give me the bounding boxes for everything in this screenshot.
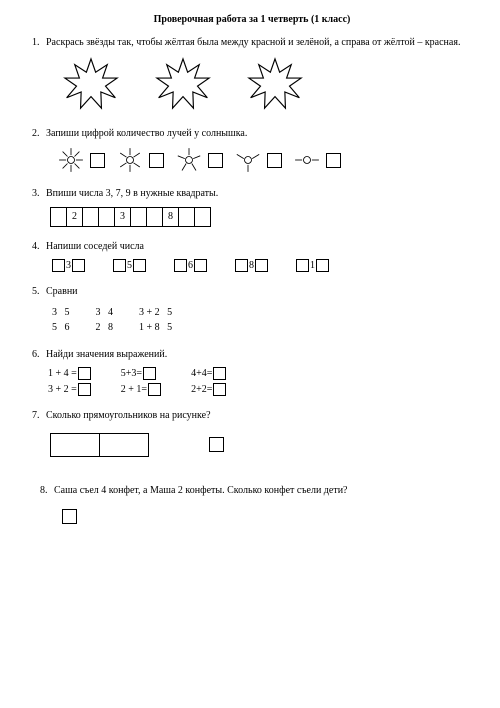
task-3-text: 3.Впиши числа 3, 7, 9 в нужные квадраты. [32, 188, 472, 201]
answer-box[interactable] [148, 383, 161, 396]
worksheet-page: Проверочная работа за 1 четверть (1 клас… [0, 0, 500, 552]
neighbor-group: 8 [235, 259, 268, 272]
task-7-text: 7.Сколько прямоугольников на рисунке? [32, 410, 472, 423]
expr-row: 1 + 4 = [48, 367, 91, 380]
neighbors-row: 3 5 6 8 1 [52, 259, 472, 272]
square-cell[interactable] [130, 207, 147, 227]
star-shape-1 [60, 56, 122, 114]
answer-box[interactable] [72, 259, 85, 272]
expr-row: 4+4= [191, 367, 226, 380]
answer-box[interactable] [78, 367, 91, 380]
expr-col-1: 1 + 4 = 3 + 2 = [48, 367, 91, 396]
answer-box[interactable] [326, 153, 341, 168]
task-4-text: 4.Напиши соседей числа [32, 241, 472, 254]
square-cell[interactable] [146, 207, 163, 227]
sun-icon-5 [174, 146, 204, 174]
task-7: 7.Сколько прямоугольников на рисунке? [32, 410, 472, 457]
sun-group-4 [233, 146, 282, 174]
task-1: 1.Раскрась звёзды так, чтобы жёлтая была… [32, 37, 472, 114]
answer-box[interactable] [267, 153, 282, 168]
expr-row: 2+2= [191, 383, 226, 396]
answer-box[interactable] [52, 259, 65, 272]
divided-rectangle [50, 433, 149, 457]
sun-icon-6 [115, 146, 145, 174]
stars-row [60, 56, 472, 114]
expr-row: 2 + 1= [121, 383, 161, 396]
number-squares: 2 3 8 [50, 207, 472, 227]
star-shape-3 [244, 56, 306, 114]
expr-col-3: 4+4= 2+2= [191, 367, 226, 396]
answer-box[interactable] [174, 259, 187, 272]
task-5: 5.Сравни 3 55 6 3 42 8 3 + 2 51 + 8 5 [32, 286, 472, 335]
compare-col-1: 3 55 6 [52, 305, 70, 335]
task-8-text: 8.Саша съел 4 конфет, а Маша 2 конфеты. … [40, 485, 472, 498]
answer-box[interactable] [296, 259, 309, 272]
expr-col-2: 5+3= 2 + 1= [121, 367, 161, 396]
answer-box[interactable] [90, 153, 105, 168]
answer-box[interactable] [235, 259, 248, 272]
answer-box[interactable] [213, 367, 226, 380]
neighbor-group: 6 [174, 259, 207, 272]
sun-group-1 [56, 146, 105, 174]
task-8-answer [62, 509, 472, 524]
expr-row: 5+3= [121, 367, 161, 380]
neighbor-group: 1 [296, 259, 329, 272]
sun-icon-3 [233, 146, 263, 174]
answer-box[interactable] [62, 509, 77, 524]
task-4: 4.Напиши соседей числа 3 5 6 8 1 [32, 241, 472, 273]
task-5-text: 5.Сравни [32, 286, 472, 299]
square-cell[interactable] [178, 207, 195, 227]
answer-box[interactable] [209, 437, 224, 452]
answer-box[interactable] [113, 259, 126, 272]
answer-box[interactable] [213, 383, 226, 396]
task-1-text: 1.Раскрась звёзды так, чтобы жёлтая была… [32, 37, 472, 50]
neighbor-group: 5 [113, 259, 146, 272]
star-shape-2 [152, 56, 214, 114]
square-cell[interactable] [50, 207, 67, 227]
rect-half [50, 433, 100, 457]
answer-box[interactable] [78, 383, 91, 396]
compare-col-3: 3 + 2 51 + 8 5 [139, 305, 172, 335]
sun-group-3 [174, 146, 223, 174]
square-cell[interactable] [194, 207, 211, 227]
answer-box[interactable] [133, 259, 146, 272]
square-cell[interactable]: 8 [162, 207, 179, 227]
square-cell[interactable]: 2 [66, 207, 83, 227]
sun-group-2 [115, 146, 164, 174]
answer-box[interactable] [194, 259, 207, 272]
answer-box[interactable] [255, 259, 268, 272]
expressions-grid: 1 + 4 = 3 + 2 = 5+3= 2 + 1= 4+4= 2+2= [48, 367, 472, 396]
expr-row: 3 + 2 = [48, 383, 91, 396]
answer-box[interactable] [316, 259, 329, 272]
rect-half [100, 433, 149, 457]
sun-group-5 [292, 146, 341, 174]
sun-icon-8 [56, 146, 86, 174]
compare-col-2: 3 42 8 [96, 305, 114, 335]
task-3: 3.Впиши числа 3, 7, 9 в нужные квадраты.… [32, 188, 472, 227]
page-title: Проверочная работа за 1 четверть (1 клас… [32, 14, 472, 25]
task-2-text: 2.Запиши цифрой количество лучей у солны… [32, 128, 472, 141]
neighbor-group: 3 [52, 259, 85, 272]
task-6-text: 6.Найди значения выражений. [32, 349, 472, 362]
answer-box[interactable] [143, 367, 156, 380]
task-6: 6.Найди значения выражений. 1 + 4 = 3 + … [32, 349, 472, 397]
square-cell[interactable] [82, 207, 99, 227]
answer-box[interactable] [149, 153, 164, 168]
answer-box[interactable] [208, 153, 223, 168]
compare-grid: 3 55 6 3 42 8 3 + 2 51 + 8 5 [52, 305, 472, 335]
square-cell[interactable]: 3 [114, 207, 131, 227]
task-8: 8.Саша съел 4 конфет, а Маша 2 конфеты. … [32, 485, 472, 525]
sun-icon-2 [292, 146, 322, 174]
square-cell[interactable] [98, 207, 115, 227]
suns-row [56, 146, 472, 174]
task-2: 2.Запиши цифрой количество лучей у солны… [32, 128, 472, 175]
rectangles-row [50, 433, 472, 457]
